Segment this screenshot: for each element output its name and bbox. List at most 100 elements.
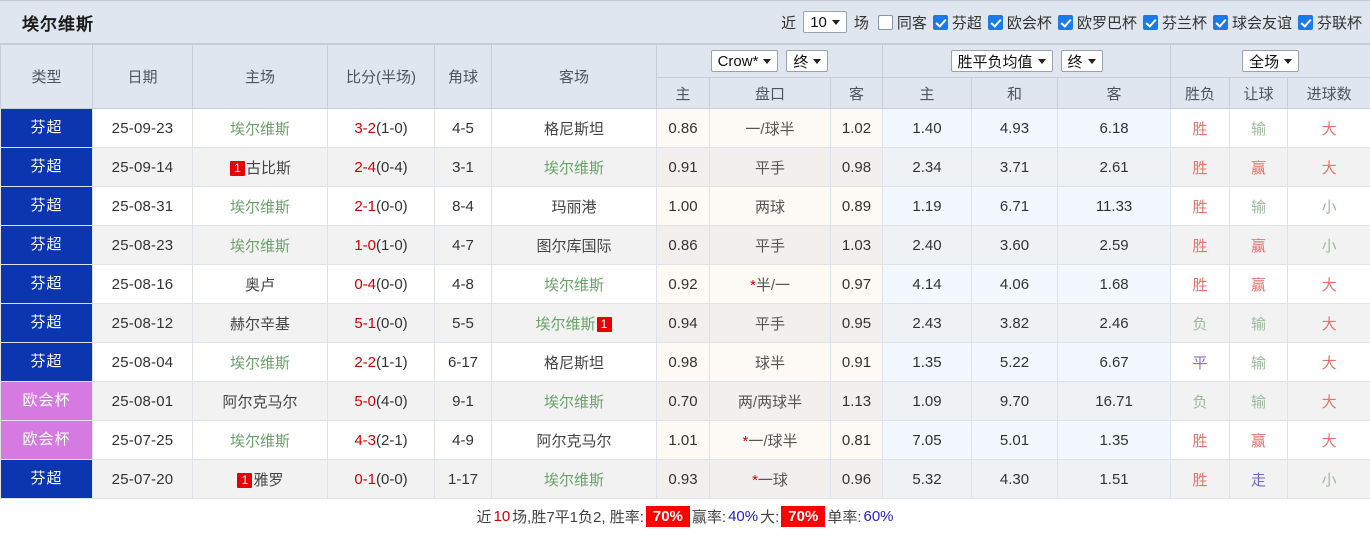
- cell-type[interactable]: 芬超: [0, 108, 93, 148]
- league-filter-4[interactable]: 球会友谊: [1207, 12, 1292, 33]
- cell-home[interactable]: 埃尔维斯: [192, 108, 328, 148]
- col-header-goals-result[interactable]: 进球数: [1287, 77, 1370, 109]
- goals-result-value: 大: [1321, 315, 1337, 333]
- cell-score[interactable]: 2-1(0-0): [327, 186, 435, 226]
- col-header-hc-home[interactable]: 主: [656, 77, 710, 109]
- cell-home[interactable]: 埃尔维斯: [192, 342, 328, 382]
- checkbox-same-away[interactable]: [877, 14, 893, 30]
- table-row[interactable]: 芬超 25-09-14 1 古比斯 2-4(0-4) 3-1 埃尔维斯 0.91 平手 0.98 2…: [0, 147, 1370, 187]
- league-filter-3[interactable]: 芬兰杯: [1137, 12, 1207, 33]
- col-header-score[interactable]: 比分(半场): [327, 44, 435, 109]
- cell-odds-home: 2.40: [882, 225, 973, 265]
- col-header-odds-draw[interactable]: 和: [971, 77, 1059, 109]
- cell-type[interactable]: 芬超: [0, 147, 93, 187]
- col-header-home[interactable]: 主场: [192, 44, 328, 109]
- cell-away[interactable]: 玛丽港: [491, 186, 657, 226]
- cell-date: 25-08-23: [92, 225, 193, 265]
- cell-type[interactable]: 欧会杯: [0, 420, 93, 460]
- cell-away[interactable]: 埃尔维斯: [491, 381, 657, 421]
- table-row[interactable]: 芬超 25-08-23 埃尔维斯 1-0(1-0) 4-7 图尔库国际 0.86 平手 1.03…: [0, 225, 1370, 265]
- cell-type[interactable]: 欧会杯: [0, 381, 93, 421]
- cell-score[interactable]: 4-3(2-1): [327, 420, 435, 460]
- cell-score[interactable]: 0-4(0-0): [327, 264, 435, 304]
- col-header-hc-away[interactable]: 客: [829, 77, 884, 109]
- cell-away[interactable]: 格尼斯坦: [491, 342, 657, 382]
- checkbox-league-0[interactable]: [932, 14, 948, 30]
- cell-away[interactable]: 图尔库国际: [491, 225, 657, 265]
- cell-away[interactable]: 埃尔维斯: [491, 147, 657, 187]
- cell-score[interactable]: 5-0(4-0): [327, 381, 435, 421]
- cell-type[interactable]: 芬超: [0, 264, 93, 304]
- checkbox-league-2[interactable]: [1057, 14, 1073, 30]
- cell-type[interactable]: 芬超: [0, 303, 93, 343]
- table-row[interactable]: 芬超 25-08-31 埃尔维斯 2-1(0-0) 8-4 玛丽港 1.00 两球 0.89 1.…: [0, 186, 1370, 226]
- checkbox-league-1[interactable]: [987, 14, 1003, 30]
- table-row[interactable]: 芬超 25-08-04 埃尔维斯 2-2(1-1) 6-17 格尼斯坦 0.98 球半 0.91…: [0, 342, 1370, 382]
- cell-type[interactable]: 芬超: [0, 459, 93, 499]
- cell-home[interactable]: 埃尔维斯: [192, 420, 328, 460]
- cell-home[interactable]: 奥卢: [192, 264, 328, 304]
- same-away-group[interactable]: 同客: [872, 12, 927, 33]
- col-header-hc-line[interactable]: 盘口: [709, 77, 831, 109]
- cell-type[interactable]: 芬超: [0, 225, 93, 265]
- league-filter-2[interactable]: 欧罗巴杯: [1052, 12, 1137, 33]
- league-filter-1[interactable]: 欧会杯: [982, 12, 1052, 33]
- table-row[interactable]: 欧会杯 25-08-01 阿尔克马尔 5-0(4-0) 9-1 埃尔维斯 0.70 两/两球半…: [0, 381, 1370, 421]
- checkbox-league-4[interactable]: [1212, 14, 1228, 30]
- cell-score[interactable]: 2-4(0-4): [327, 147, 435, 187]
- col-header-type[interactable]: 类型: [0, 44, 93, 109]
- handicap-away-odds: 0.81: [841, 431, 872, 449]
- scope-select[interactable]: 全场: [1242, 50, 1300, 72]
- cell-home[interactable]: 埃尔维斯: [192, 225, 328, 265]
- cell-away[interactable]: 阿尔克马尔: [491, 420, 657, 460]
- odds-home: 5.32: [912, 470, 942, 488]
- table-row[interactable]: 芬超 25-07-20 1 雅罗 0-1(0-0) 1-17 埃尔维斯 0.93 *一球 0.96…: [0, 459, 1370, 499]
- handicap-stage-select[interactable]: 终: [786, 50, 829, 72]
- col-header-away[interactable]: 客场: [491, 44, 657, 109]
- cell-handicap-away: 1.02: [829, 108, 884, 148]
- table-row[interactable]: 芬超 25-08-16 奥卢 0-4(0-0) 4-8 埃尔维斯 0.92 *半/一 0.97 4…: [0, 264, 1370, 304]
- table-row[interactable]: 欧会杯 25-07-25 埃尔维斯 4-3(2-1) 4-9 阿尔克马尔 1.01 *一/球半…: [0, 420, 1370, 460]
- odds-type-select[interactable]: 胜平负均值: [950, 50, 1053, 72]
- away-team-name: 图尔库国际: [536, 237, 612, 255]
- cell-score[interactable]: 5-1(0-0): [327, 303, 435, 343]
- cell-score[interactable]: 1-0(1-0): [327, 225, 435, 265]
- col-header-odds-home[interactable]: 主: [882, 77, 973, 109]
- odds-stage-select[interactable]: 终: [1060, 50, 1103, 72]
- league-filter-5[interactable]: 芬联杯: [1292, 12, 1362, 33]
- handicap-home-odds: 0.70: [668, 392, 698, 410]
- cell-odds-away: 1.51: [1057, 459, 1172, 499]
- col-header-date[interactable]: 日期: [92, 44, 193, 109]
- handicap-controls-cell: Crow* 终: [655, 44, 884, 78]
- cell-score[interactable]: 3-2(1-0): [327, 108, 435, 148]
- cell-type[interactable]: 芬超: [0, 342, 93, 382]
- table-row[interactable]: 芬超 25-09-23 埃尔维斯 3-2(1-0) 4-5 格尼斯坦 0.86 一/球半 1.0…: [0, 108, 1370, 148]
- checkbox-league-5[interactable]: [1297, 14, 1313, 30]
- col-header-corner[interactable]: 角球: [434, 44, 492, 109]
- cell-result: 胜: [1170, 108, 1231, 148]
- cell-home[interactable]: 埃尔维斯: [192, 186, 328, 226]
- cell-home[interactable]: 1 雅罗: [192, 459, 328, 499]
- full-score: 2-1: [354, 197, 376, 215]
- bookmaker-select[interactable]: Crow*: [710, 50, 779, 72]
- table-row[interactable]: 芬超 25-08-12 赫尔辛基 5-1(0-0) 5-5 埃尔维斯 1 0.94 平手 0.95…: [0, 303, 1370, 343]
- cell-home[interactable]: 1 古比斯: [192, 147, 328, 187]
- col-header-handicap-result[interactable]: 让球: [1229, 77, 1289, 109]
- col-header-odds-away[interactable]: 客: [1057, 77, 1172, 109]
- cell-away[interactable]: 埃尔维斯: [491, 264, 657, 304]
- cell-away[interactable]: 埃尔维斯: [491, 459, 657, 499]
- cell-odds-home: 1.19: [882, 186, 973, 226]
- cell-home[interactable]: 阿尔克马尔: [192, 381, 328, 421]
- match-count-select[interactable]: 10: [803, 11, 847, 33]
- cell-home[interactable]: 赫尔辛基: [192, 303, 328, 343]
- col-header-result[interactable]: 胜负: [1170, 77, 1231, 109]
- cell-away[interactable]: 格尼斯坦: [491, 108, 657, 148]
- cell-date: 25-09-23: [92, 108, 193, 148]
- odds-home: 2.34: [912, 158, 942, 176]
- cell-score[interactable]: 2-2(1-1): [327, 342, 435, 382]
- cell-type[interactable]: 芬超: [0, 186, 93, 226]
- cell-score[interactable]: 0-1(0-0): [327, 459, 435, 499]
- cell-away[interactable]: 埃尔维斯 1: [491, 303, 657, 343]
- league-filter-0[interactable]: 芬超: [927, 12, 982, 33]
- checkbox-league-3[interactable]: [1142, 14, 1158, 30]
